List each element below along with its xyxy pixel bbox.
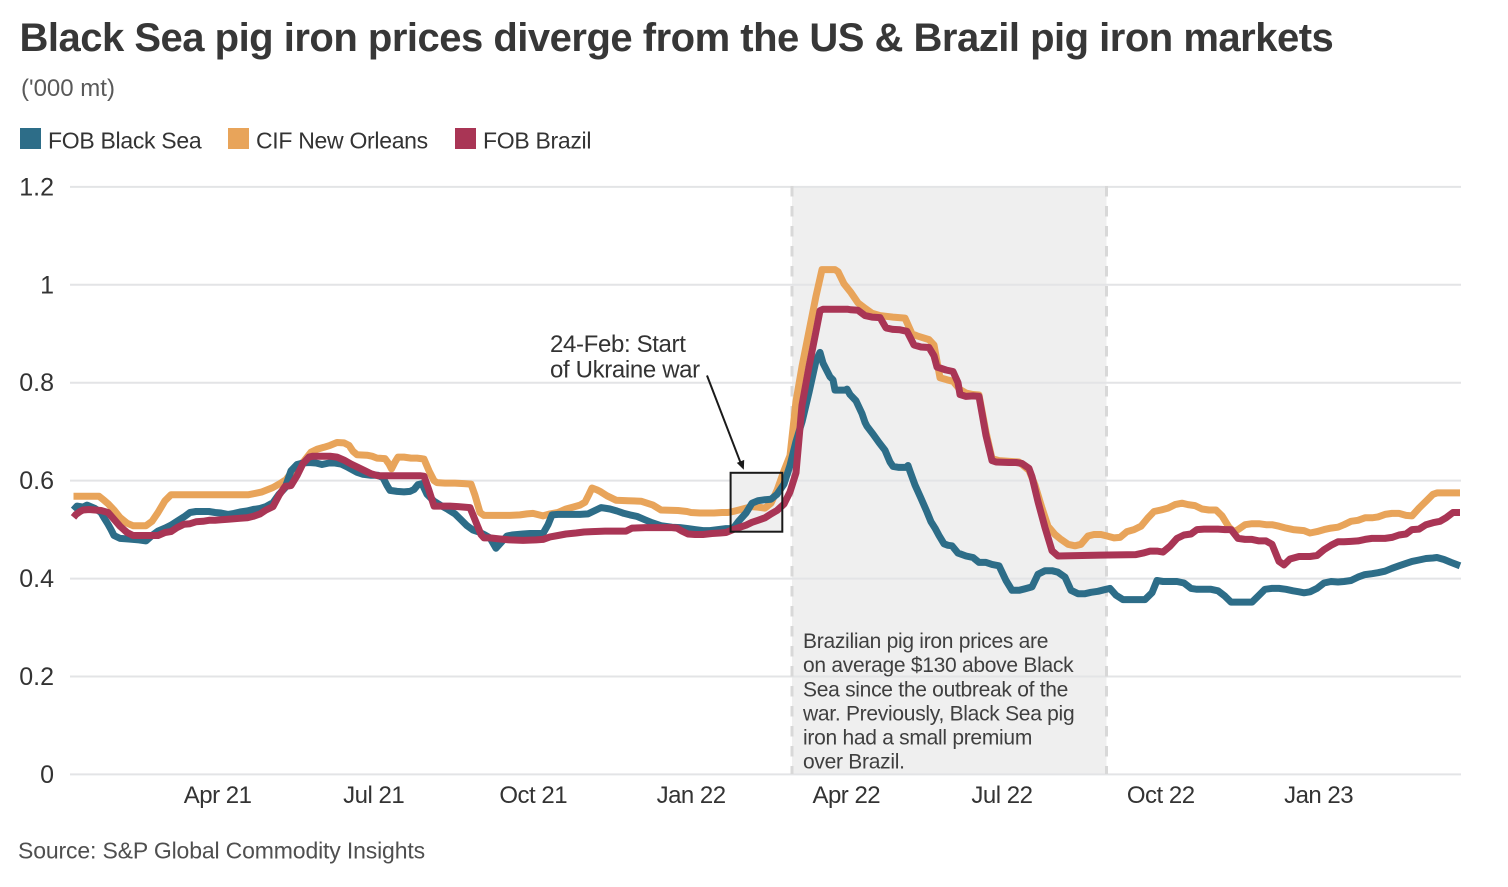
svg-text:FOB Brazil: FOB Brazil [483,128,591,154]
svg-text:Oct 22: Oct 22 [1127,782,1195,809]
svg-text:over Brazil.: over Brazil. [803,751,905,774]
svg-text:CIF New Orleans: CIF New Orleans [256,128,428,154]
svg-text:on average $130 above Black: on average $130 above Black [803,654,1074,677]
svg-text:Sea since the outbreak of the: Sea since the outbreak of the [803,678,1068,701]
svg-text:iron had a small premium: iron had a small premium [803,726,1032,749]
svg-text:0.2: 0.2 [19,663,54,691]
svg-text:Jul 22: Jul 22 [971,782,1032,809]
svg-text:0: 0 [40,761,54,789]
svg-text:of Ukraine war: of Ukraine war [550,357,700,384]
svg-text:24-Feb: Start: 24-Feb: Start [550,331,686,358]
svg-text:1.2: 1.2 [19,173,54,201]
svg-text:FOB Black Sea: FOB Black Sea [48,128,202,154]
svg-text:war. Previously, Black Sea pig: war. Previously, Black Sea pig [802,702,1074,725]
svg-text:Apr 22: Apr 22 [812,782,880,809]
svg-text:0.8: 0.8 [19,369,54,397]
svg-text:Brazilian pig iron prices are: Brazilian pig iron prices are [803,630,1048,653]
svg-text:Oct 21: Oct 21 [499,782,567,809]
svg-text:0.4: 0.4 [19,565,54,593]
svg-text:Jul 21: Jul 21 [343,782,404,809]
svg-text:Apr 21: Apr 21 [184,782,252,809]
svg-text:Jan 23: Jan 23 [1284,782,1353,809]
svg-text:('000 mt): ('000 mt) [21,75,115,102]
svg-text:0.6: 0.6 [19,467,54,495]
svg-text:Jan 22: Jan 22 [657,782,726,809]
svg-text:Black Sea pig iron prices dive: Black Sea pig iron prices diverge from t… [20,16,1334,60]
svg-text:Source: S&P Global Commodity I: Source: S&P Global Commodity Insights [18,838,425,864]
svg-text:1: 1 [40,271,54,299]
